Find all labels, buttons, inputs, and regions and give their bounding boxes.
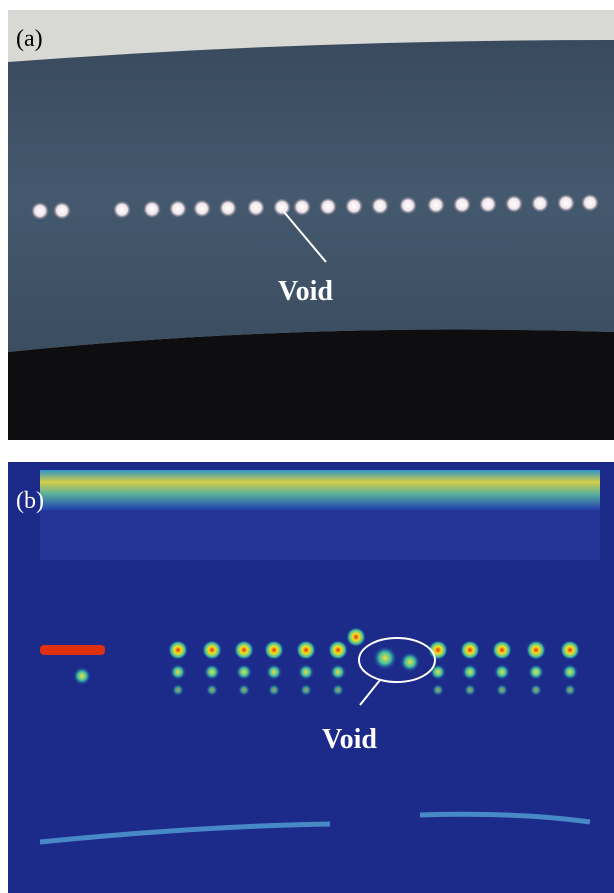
echo-blob xyxy=(432,684,444,696)
echo-blob xyxy=(330,664,346,680)
echo-blob xyxy=(170,664,186,680)
solder-dot xyxy=(531,194,549,212)
echo-blob xyxy=(400,652,420,672)
solder-dot xyxy=(113,201,131,219)
echo-blob xyxy=(528,664,544,680)
echo-blob xyxy=(332,684,344,696)
echo-blob xyxy=(560,640,580,660)
echo-blob xyxy=(73,667,91,685)
echo-blob xyxy=(202,640,222,660)
scan-noise xyxy=(40,510,600,560)
echo-blob xyxy=(236,664,252,680)
echo-blob xyxy=(298,664,314,680)
echo-blob xyxy=(206,684,218,696)
echo-blob xyxy=(172,684,184,696)
solder-dot xyxy=(371,197,389,215)
echo-blob xyxy=(564,684,576,696)
solder-dot xyxy=(53,202,71,220)
solder-dot xyxy=(345,197,363,215)
solder-dot xyxy=(193,199,211,217)
shadow xyxy=(8,330,614,441)
echo-blob xyxy=(300,684,312,696)
echo-blob xyxy=(346,627,366,647)
solder-dot xyxy=(219,199,237,217)
solder-dot xyxy=(557,194,575,212)
solder-dot xyxy=(505,195,523,213)
echo-blob xyxy=(526,640,546,660)
panel-label: (b) xyxy=(16,488,44,514)
solder-dot xyxy=(319,198,337,216)
echo-blob xyxy=(462,664,478,680)
echo-blob xyxy=(562,664,578,680)
echo-blob xyxy=(268,684,280,696)
solder-dot xyxy=(399,196,417,214)
solder-dot xyxy=(293,198,311,216)
surface-echo xyxy=(40,470,600,510)
echo-blob xyxy=(264,640,284,660)
annotation: Void xyxy=(322,724,377,755)
panel-a: (a) Void xyxy=(8,10,614,440)
echo-blob xyxy=(530,684,542,696)
echo-blob xyxy=(234,640,254,660)
panel-b: (b) Void xyxy=(8,462,614,893)
solder-dot xyxy=(427,196,445,214)
echo-blob xyxy=(496,684,508,696)
solder-dot xyxy=(581,194,599,212)
solder-dot xyxy=(273,198,291,216)
echo-blob xyxy=(238,684,250,696)
echo-blob xyxy=(204,664,220,680)
echo xyxy=(40,645,105,655)
solder-dot xyxy=(453,196,471,214)
echo-blob xyxy=(460,640,480,660)
figure: (a) Void (b) Void xyxy=(0,0,614,893)
echo-blob xyxy=(492,640,512,660)
solder-dot xyxy=(31,202,49,220)
echo-blob xyxy=(266,664,282,680)
solder-dot xyxy=(169,200,187,218)
echo-blob xyxy=(373,646,397,670)
echo-blob xyxy=(464,684,476,696)
annotation: Void xyxy=(278,276,333,307)
solder-dot xyxy=(143,200,161,218)
solder-dot xyxy=(479,195,497,213)
echo-blob xyxy=(328,640,348,660)
echo-blob xyxy=(296,640,316,660)
panel-label: (a) xyxy=(16,26,43,52)
echo-blob xyxy=(168,640,188,660)
solder-dot xyxy=(247,199,265,217)
echo-blob xyxy=(494,664,510,680)
